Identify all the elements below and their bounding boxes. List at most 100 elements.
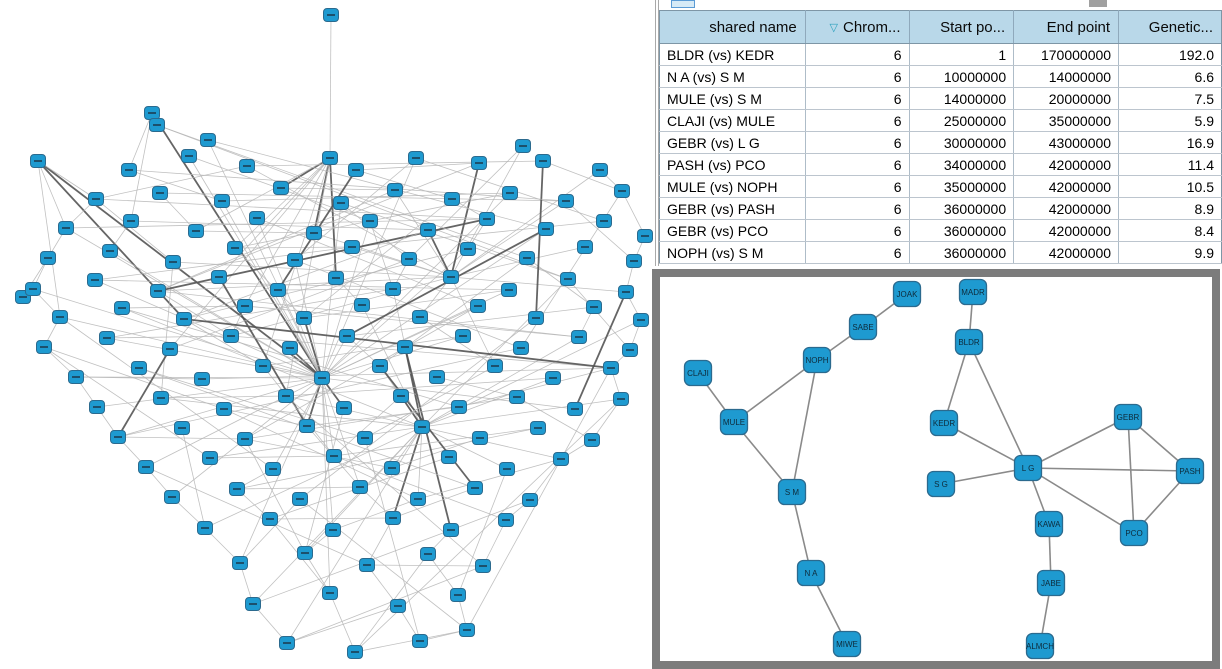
network-node[interactable] (614, 184, 630, 198)
network-node[interactable] (479, 212, 495, 226)
network-node[interactable] (223, 329, 239, 343)
network-node[interactable] (164, 490, 180, 504)
network-node[interactable] (354, 298, 370, 312)
network-node[interactable] (278, 389, 294, 403)
network-node[interactable] (545, 371, 561, 385)
column-header-end-point[interactable]: End point (1013, 10, 1120, 44)
cell-value[interactable]: 9.9 (1118, 241, 1222, 264)
network-node[interactable] (362, 214, 378, 228)
column-header-genetic[interactable]: Genetic... (1118, 10, 1222, 44)
cell-value[interactable]: 42000000 (1013, 175, 1120, 198)
cell-value[interactable]: 34000000 (909, 153, 1015, 176)
network-node[interactable] (89, 400, 105, 414)
cell-value[interactable]: 6 (805, 109, 910, 132)
subnetwork-node-pco[interactable]: PCO (1119, 519, 1149, 547)
network-node[interactable] (420, 547, 436, 561)
network-node[interactable] (194, 372, 210, 386)
network-node[interactable] (393, 389, 409, 403)
network-node[interactable] (397, 340, 413, 354)
subnetwork-node-joak[interactable]: JOAK (892, 280, 922, 308)
subnetwork-node-s-g[interactable]: S G (926, 470, 956, 498)
cell-value[interactable]: 6 (805, 65, 910, 88)
network-node[interactable] (530, 421, 546, 435)
network-node[interactable] (214, 194, 230, 208)
network-node[interactable] (560, 272, 576, 286)
network-node[interactable] (255, 359, 271, 373)
network-node[interactable] (571, 330, 587, 344)
network-node[interactable] (577, 240, 593, 254)
network-node[interactable] (348, 163, 364, 177)
network-node[interactable] (237, 432, 253, 446)
network-node[interactable] (385, 282, 401, 296)
network-node[interactable] (472, 431, 488, 445)
network-node[interactable] (270, 283, 286, 297)
network-node[interactable] (336, 401, 352, 415)
network-node[interactable] (99, 331, 115, 345)
subnetwork-node-claji[interactable]: CLAJI (683, 359, 713, 387)
network-node[interactable] (68, 370, 84, 384)
network-node[interactable] (279, 636, 295, 650)
table-row[interactable]: CLAJI (vs) MULE 6 25000000 35000000 5.9 (659, 109, 1222, 132)
cell-value[interactable]: 6 (805, 153, 910, 176)
subnetwork-edge-noph-mule[interactable] (733, 359, 818, 423)
network-node[interactable] (467, 481, 483, 495)
network-node[interactable] (197, 521, 213, 535)
subnetwork-node-n-a[interactable]: N A (796, 559, 826, 587)
table-row[interactable]: PASH (vs) PCO 6 34000000 42000000 11.4 (659, 153, 1222, 176)
network-node[interactable] (515, 139, 531, 153)
subnetwork-node-pash[interactable]: PASH (1175, 457, 1205, 485)
network-node[interactable] (314, 371, 330, 385)
network-node[interactable] (412, 634, 428, 648)
network-node[interactable] (528, 311, 544, 325)
network-node[interactable] (618, 285, 634, 299)
network-node[interactable] (519, 251, 535, 265)
network-node[interactable] (501, 283, 517, 297)
network-node[interactable] (165, 255, 181, 269)
network-node[interactable] (460, 242, 476, 256)
table-row[interactable]: NOPH (vs) S M 6 36000000 42000000 9.9 (659, 241, 1222, 264)
cell-value[interactable]: 6 (805, 87, 910, 110)
cell-value[interactable]: 14000000 (909, 87, 1015, 110)
network-node[interactable] (322, 151, 338, 165)
cell-value[interactable]: 35000000 (1013, 109, 1120, 132)
network-node[interactable] (202, 451, 218, 465)
network-node[interactable] (333, 196, 349, 210)
cell-value[interactable]: 42000000 (1013, 197, 1120, 220)
network-node[interactable] (227, 241, 243, 255)
network-node[interactable] (622, 343, 638, 357)
network-node[interactable] (522, 493, 538, 507)
network-node[interactable] (211, 270, 227, 284)
cell-value[interactable]: 6.6 (1118, 65, 1222, 88)
network-node[interactable] (138, 460, 154, 474)
network-node[interactable] (387, 183, 403, 197)
cell-value[interactable]: 14000000 (1013, 65, 1120, 88)
network-node[interactable] (567, 402, 583, 416)
network-node[interactable] (36, 340, 52, 354)
network-node[interactable] (123, 214, 139, 228)
cell-value[interactable]: 35000000 (909, 175, 1015, 198)
table-row[interactable]: MULE (vs) S M 6 14000000 20000000 7.5 (659, 87, 1222, 110)
cell-shared-name[interactable]: NOPH (vs) S M (659, 241, 806, 264)
network-node[interactable] (265, 462, 281, 476)
network-node[interactable] (282, 341, 298, 355)
cell-shared-name[interactable]: N A (vs) S M (659, 65, 806, 88)
cell-value[interactable]: 10000000 (909, 65, 1015, 88)
network-node[interactable] (347, 645, 363, 659)
cell-value[interactable]: 42000000 (1013, 153, 1120, 176)
network-node[interactable] (487, 359, 503, 373)
subnetwork-edge-noph-s-m[interactable] (791, 359, 818, 493)
column-header-shared-name[interactable]: shared name (659, 10, 806, 44)
network-node[interactable] (58, 221, 74, 235)
subnetwork-canvas[interactable]: JOAK MADR SABE NOPH CLAJI BLDR MULE KEDR GEBR S M… (660, 277, 1212, 661)
cell-value[interactable]: 10.5 (1118, 175, 1222, 198)
network-node[interactable] (239, 159, 255, 173)
network-node[interactable] (323, 8, 339, 22)
network-node[interactable] (613, 392, 629, 406)
network-node[interactable] (232, 556, 248, 570)
network-node[interactable] (372, 359, 388, 373)
network-node[interactable] (633, 313, 649, 327)
network-node[interactable] (443, 523, 459, 537)
network-node[interactable] (626, 254, 642, 268)
subnetwork-edge-bldr-l-g[interactable] (968, 341, 1029, 469)
subnetwork-edge-s-g-l-g[interactable] (940, 467, 1029, 485)
